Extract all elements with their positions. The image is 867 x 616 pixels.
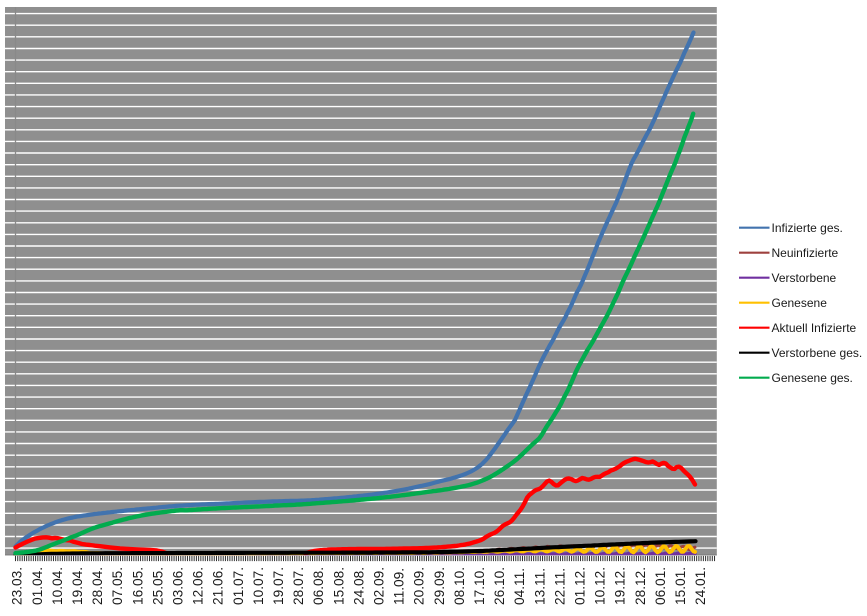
svg-text:10.12.: 10.12.	[593, 567, 608, 605]
svg-text:Neuinfizierte: Neuinfizierte	[772, 246, 839, 260]
svg-text:28.12.: 28.12.	[633, 567, 648, 605]
svg-text:15.01.: 15.01.	[673, 567, 688, 605]
svg-text:01.12.: 01.12.	[573, 567, 588, 605]
svg-text:01.07.: 01.07.	[231, 567, 246, 605]
svg-text:25.05.: 25.05.	[150, 567, 165, 605]
svg-text:15.08.: 15.08.	[331, 567, 346, 605]
svg-text:24.08.: 24.08.	[351, 567, 366, 605]
svg-text:Genesene ges.: Genesene ges.	[772, 371, 853, 385]
svg-text:Verstorbene: Verstorbene	[772, 271, 837, 285]
svg-text:19.12.: 19.12.	[613, 567, 628, 605]
svg-text:08.10.: 08.10.	[452, 567, 467, 605]
svg-text:29.09.: 29.09.	[432, 567, 447, 605]
svg-text:Verstorbene ges.: Verstorbene ges.	[772, 346, 863, 360]
svg-text:23.03.: 23.03.	[10, 567, 25, 605]
svg-text:06.01.: 06.01.	[653, 567, 668, 605]
svg-text:12.06.: 12.06.	[191, 567, 206, 605]
svg-text:22.11.: 22.11.	[552, 568, 567, 605]
svg-text:Aktuell Infizierte: Aktuell Infizierte	[772, 321, 857, 335]
svg-text:01.04.: 01.04.	[30, 567, 45, 605]
svg-text:17.10.: 17.10.	[472, 567, 487, 605]
svg-text:02.09.: 02.09.	[372, 567, 387, 605]
svg-text:07.05.: 07.05.	[110, 567, 125, 605]
svg-text:16.05.: 16.05.	[130, 567, 145, 605]
svg-text:19.04.: 19.04.	[70, 567, 85, 605]
svg-text:28.04.: 28.04.	[90, 567, 105, 605]
svg-text:19.07.: 19.07.	[271, 567, 286, 605]
svg-text:06.08.: 06.08.	[311, 567, 326, 605]
svg-text:Infizierte ges.: Infizierte ges.	[772, 221, 843, 235]
svg-text:24.01.: 24.01.	[693, 567, 708, 605]
svg-text:20.09.: 20.09.	[412, 567, 427, 605]
svg-text:26.10.: 26.10.	[492, 567, 507, 605]
svg-text:03.06.: 03.06.	[171, 567, 186, 605]
svg-text:21.06.: 21.06.	[211, 567, 226, 605]
svg-text:13.11.: 13.11.	[532, 568, 547, 605]
svg-text:10.04.: 10.04.	[50, 567, 65, 605]
svg-text:10.07.: 10.07.	[251, 567, 266, 605]
svg-text:Genesene: Genesene	[772, 296, 828, 310]
svg-text:04.11.: 04.11.	[512, 568, 527, 605]
svg-text:28.07.: 28.07.	[291, 567, 306, 605]
svg-text:11.09.: 11.09.	[392, 568, 407, 605]
